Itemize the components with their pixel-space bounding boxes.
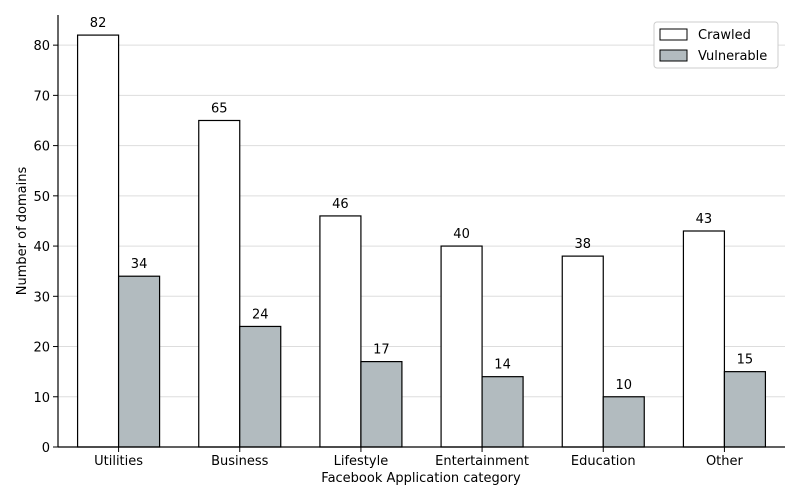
axes [57, 15, 785, 448]
x-axis-label: Facebook Application category [321, 471, 521, 486]
x-tick-label-business: Business [211, 454, 269, 469]
data-label-vulnerable-lifestyle: 17 [373, 343, 390, 358]
bar-crawled-business [198, 119, 241, 448]
bars [76, 34, 767, 448]
x-tick-label-other: Other [706, 454, 744, 469]
x-axis-ticks: Utilities Business Lifestyle Entertainment E… [94, 447, 744, 469]
y-tick-label-30: 30 [33, 290, 50, 305]
legend-swatch-vulnerable [659, 49, 688, 62]
bar-vulnerable-entertainment [481, 376, 524, 448]
y-tick-label-0: 0 [42, 441, 50, 456]
data-label-vulnerable-education: 10 [615, 378, 632, 393]
legend-label-vulnerable: Vulnerable [698, 49, 767, 64]
data-labels: 82 34 65 24 46 17 40 14 38 10 43 15 [90, 16, 753, 393]
y-tick-label-10: 10 [33, 391, 50, 406]
y-tick-label-60: 60 [33, 140, 50, 155]
y-tick-label-80: 80 [33, 39, 50, 54]
data-label-crawled-other: 43 [696, 212, 713, 227]
data-label-vulnerable-business: 24 [252, 307, 269, 322]
bar-crawled-utilities [76, 34, 120, 448]
y-tick-label-50: 50 [33, 190, 50, 205]
bar-vulnerable-lifestyle [360, 361, 403, 448]
legend-label-crawled: Crawled [698, 28, 751, 43]
data-label-crawled-business: 65 [211, 101, 228, 116]
y-tick-label-20: 20 [33, 341, 50, 356]
y-axis-ticks: 0 10 20 30 40 50 60 70 80 [33, 39, 58, 456]
y-tick-label-70: 70 [33, 89, 50, 104]
legend: Crawled Vulnerable [653, 21, 779, 69]
data-label-vulnerable-utilities: 34 [131, 257, 148, 272]
x-tick-label-lifestyle: Lifestyle [334, 454, 389, 469]
y-axis-label: Number of domains [15, 167, 30, 296]
bar-vulnerable-business [239, 325, 282, 448]
bar-crawled-education [561, 255, 604, 448]
bar-vulnerable-education [602, 396, 645, 448]
x-tick-label-utilities: Utilities [94, 454, 143, 469]
x-tick-label-education: Education [571, 454, 636, 469]
bar-vulnerable-other [723, 371, 767, 448]
y-tick-label-40: 40 [33, 240, 50, 255]
data-label-crawled-education: 38 [574, 237, 591, 252]
data-label-vulnerable-entertainment: 14 [494, 358, 511, 373]
bar-crawled-entertainment [440, 245, 483, 448]
bar-vulnerable-utilities [117, 275, 161, 448]
data-label-crawled-utilities: 82 [90, 16, 107, 31]
data-label-crawled-lifestyle: 46 [332, 197, 349, 212]
x-tick-label-entertainment: Entertainment [435, 454, 529, 469]
bar-crawled-other [682, 230, 726, 448]
data-label-vulnerable-other: 15 [737, 353, 754, 368]
legend-swatch-crawled [659, 28, 688, 41]
bar-crawled-lifestyle [319, 215, 362, 448]
gridlines [58, 44, 785, 398]
data-label-crawled-entertainment: 40 [453, 227, 470, 242]
